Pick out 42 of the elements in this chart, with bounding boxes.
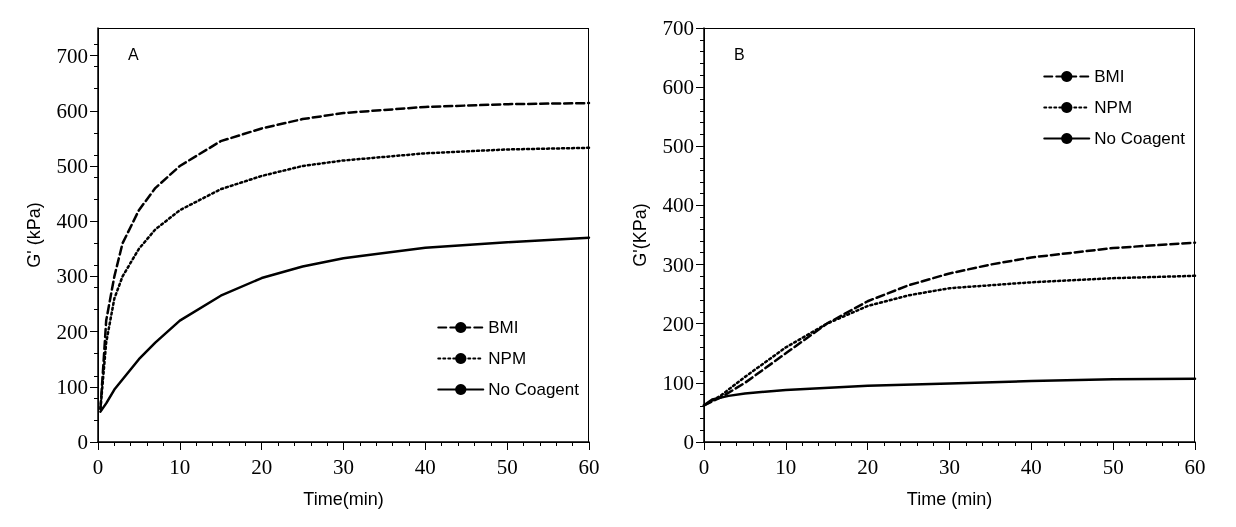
- x-tick-label: 30: [939, 454, 960, 479]
- x-tick-label: 60: [578, 454, 600, 479]
- legend-label: No Coagent: [1094, 129, 1186, 148]
- y-tick-label: 400: [662, 193, 694, 218]
- x-tick-label: 50: [496, 454, 518, 479]
- y-tick-label: 100: [56, 374, 88, 399]
- y-tick-label: 500: [662, 134, 694, 159]
- x-tick-label: 0: [92, 454, 104, 479]
- legend-label: NPM: [1094, 98, 1133, 117]
- x-tick-label: 10: [169, 454, 191, 479]
- legend-label: BMI: [488, 318, 519, 337]
- y-tick-label: 300: [662, 252, 694, 277]
- y-tick-label: 200: [662, 311, 694, 336]
- x-tick-label: 20: [857, 454, 879, 479]
- legend-label: NPM: [488, 349, 527, 368]
- y-tick-label: 200: [56, 319, 88, 344]
- y-tick-label: 500: [56, 154, 88, 178]
- annotation: A: [128, 45, 139, 63]
- y-axis-title: G'(KPa): [630, 203, 650, 267]
- x-tick-label: 40: [1020, 454, 1042, 479]
- x-tick-label: 50: [1102, 454, 1124, 479]
- legend-label: No Coagent: [488, 380, 580, 399]
- y-tick-label: 100: [662, 370, 694, 395]
- x-axis-title: Time (min): [906, 489, 993, 509]
- x-tick-label: 10: [775, 454, 797, 479]
- y-tick-label: 700: [56, 43, 88, 68]
- y-tick-label: 400: [56, 209, 88, 234]
- y-tick-label: 700: [662, 16, 694, 40]
- x-axis-title: Time(min): [303, 489, 384, 509]
- x-tick-label: 60: [1184, 454, 1206, 479]
- x-tick-label: 40: [414, 454, 436, 479]
- y-tick-label: 0: [77, 430, 88, 454]
- y-tick-label: 600: [662, 75, 694, 100]
- annotation: B: [734, 45, 745, 63]
- y-tick-label: 600: [56, 98, 88, 123]
- y-tick-label: 0: [683, 430, 694, 454]
- y-tick-label: 300: [56, 264, 88, 289]
- x-tick-label: 20: [251, 454, 273, 479]
- y-axis-title: G' (kPa): [24, 202, 44, 268]
- x-tick-label: 30: [333, 454, 354, 479]
- x-tick-label: 0: [698, 454, 710, 479]
- legend-label: BMI: [1094, 67, 1125, 86]
